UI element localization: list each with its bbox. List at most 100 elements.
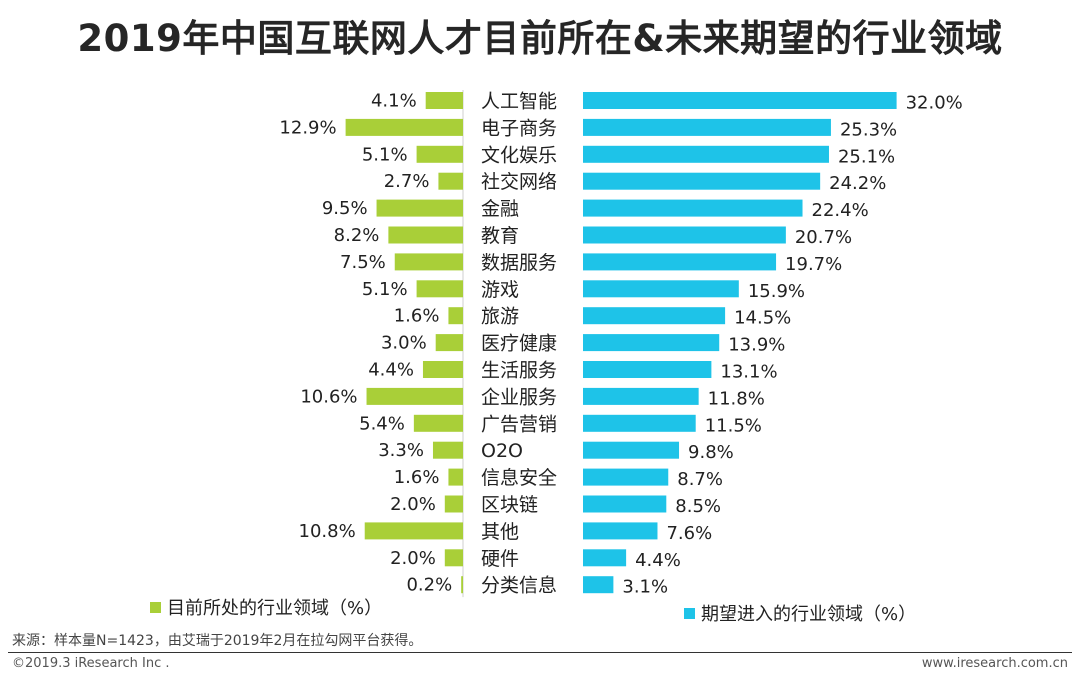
data-label-expected: 25.3% (840, 119, 897, 140)
legend-expected: 期望进入的行业领域（%） (684, 600, 916, 626)
bar-current (366, 387, 463, 405)
data-label-current: 12.9% (279, 117, 336, 138)
bar-current (422, 361, 463, 378)
bar-current (435, 334, 463, 352)
bar-current (376, 199, 463, 217)
data-label-expected: 4.4% (635, 550, 681, 571)
legend-expected-swatch (684, 607, 695, 619)
category-label: 生活服务 (481, 360, 557, 382)
bar-current (432, 441, 463, 459)
category-label: 区块链 (481, 494, 538, 516)
data-label-expected: 7.6% (666, 523, 712, 544)
legend-current-label: 目前所处的行业领域（%） (167, 598, 383, 619)
bar-expected (583, 253, 777, 271)
data-label-current: 3.0% (381, 333, 427, 354)
bar-current (438, 172, 463, 190)
bar-expected (583, 280, 739, 298)
bar-current (388, 226, 463, 244)
bar-expected (583, 334, 720, 352)
bar-current (364, 522, 463, 540)
category-label: 分类信息 (481, 575, 557, 597)
data-label-current: 4.4% (368, 360, 414, 381)
data-label-current: 2.0% (390, 548, 436, 569)
data-label-current: 5.1% (362, 144, 408, 165)
bar-expected (583, 172, 821, 190)
bar-current (425, 92, 463, 109)
data-label-expected: 14.5% (734, 308, 791, 329)
data-label-expected: 8.5% (675, 496, 721, 517)
data-label-current: 10.8% (299, 521, 356, 542)
bar-expected (583, 522, 658, 540)
bar-current (444, 549, 463, 567)
website-url: www.iresearch.com.cn (921, 656, 1068, 671)
data-label-expected: 22.4% (812, 200, 869, 221)
category-label: 游戏 (481, 279, 519, 301)
data-label-current: 4.1% (371, 91, 417, 112)
data-label-current: 2.7% (384, 171, 430, 192)
bar-expected (583, 549, 627, 567)
data-label-expected: 19.7% (785, 254, 842, 275)
category-label: 广告营销 (481, 413, 557, 435)
bar-current (461, 576, 463, 594)
data-label-current: 1.6% (394, 467, 440, 488)
bar-expected (583, 307, 726, 325)
data-label-expected: 11.5% (705, 415, 762, 436)
bar-current (444, 495, 463, 513)
bar-expected (583, 468, 669, 486)
bar-expected (583, 441, 680, 459)
bar-current (413, 414, 463, 432)
data-label-expected: 13.9% (728, 335, 785, 356)
data-label-expected: 24.2% (829, 173, 886, 194)
bar-current (416, 145, 463, 163)
data-label-expected: 13.1% (720, 362, 777, 383)
bar-current (345, 118, 463, 136)
category-label: 数据服务 (481, 252, 557, 274)
data-label-current: 9.5% (322, 198, 368, 219)
category-label: O2O (481, 440, 523, 462)
bar-current (448, 468, 463, 486)
category-label: 文化娱乐 (481, 144, 557, 166)
data-label-current: 0.2% (406, 575, 452, 596)
category-label: 信息安全 (481, 467, 557, 489)
data-label-current: 7.5% (340, 252, 386, 273)
data-label-current: 3.3% (378, 440, 424, 461)
category-label: 硬件 (481, 548, 519, 570)
category-label: 人工智能 (481, 91, 557, 113)
data-label-expected: 11.8% (708, 388, 765, 409)
data-label-current: 2.0% (390, 494, 436, 515)
copyright: ©2019.3 iResearch Inc . (12, 656, 170, 671)
data-label-expected: 8.7% (677, 469, 723, 490)
data-label-expected: 32.0% (906, 93, 963, 114)
category-label: 企业服务 (481, 386, 557, 408)
bar-expected (583, 92, 897, 109)
bar-expected (583, 361, 712, 378)
bar-expected (583, 576, 614, 594)
bar-expected (583, 495, 667, 513)
data-label-expected: 15.9% (748, 281, 805, 302)
category-label: 旅游 (481, 306, 519, 328)
bar-expected (583, 118, 831, 136)
legend-expected-label: 期望进入的行业领域（%） (701, 604, 917, 625)
bar-current (448, 307, 463, 325)
data-label-current: 1.6% (394, 306, 440, 327)
data-label-expected: 20.7% (795, 227, 852, 248)
bar-current (394, 253, 463, 271)
data-label-current: 10.6% (300, 386, 357, 407)
category-label: 电子商务 (481, 117, 557, 139)
category-label: 其他 (481, 521, 519, 543)
data-label-current: 8.2% (334, 225, 380, 246)
bar-expected (583, 226, 786, 244)
bar-expected (583, 145, 829, 163)
category-label: 教育 (481, 225, 519, 247)
data-label-expected: 9.8% (688, 442, 734, 463)
category-label: 医疗健康 (481, 333, 557, 355)
category-label: 社交网络 (481, 171, 557, 193)
legend-current: 目前所处的行业领域（%） (150, 594, 382, 620)
data-label-expected: 25.1% (838, 146, 895, 167)
category-label: 金融 (481, 198, 519, 220)
source-note: 来源：样本量N=1423，由艾瑞于2019年2月在拉勾网平台获得。 (12, 633, 423, 649)
data-label-current: 5.1% (362, 279, 408, 300)
legend-current-swatch (150, 601, 161, 613)
bar-expected (583, 199, 803, 217)
